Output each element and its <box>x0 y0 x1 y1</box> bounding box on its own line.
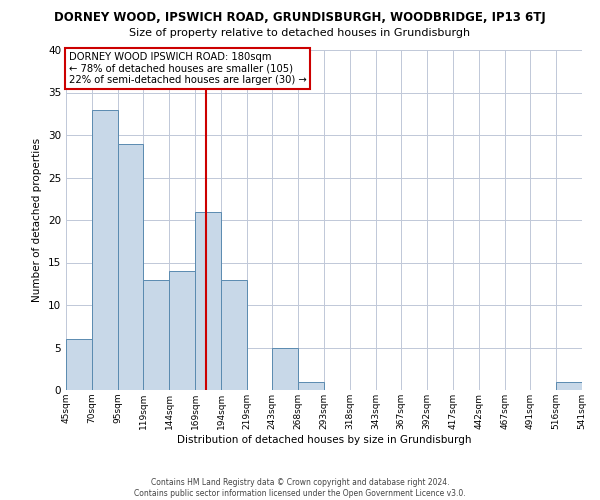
Bar <box>221 280 247 390</box>
Bar <box>118 144 143 390</box>
Bar <box>66 339 92 390</box>
Bar <box>195 212 221 390</box>
Bar <box>92 110 118 390</box>
Bar <box>272 348 298 390</box>
Bar <box>143 280 169 390</box>
Bar <box>556 382 582 390</box>
X-axis label: Distribution of detached houses by size in Grundisburgh: Distribution of detached houses by size … <box>177 434 471 444</box>
Text: Size of property relative to detached houses in Grundisburgh: Size of property relative to detached ho… <box>130 28 470 38</box>
Text: Contains HM Land Registry data © Crown copyright and database right 2024.
Contai: Contains HM Land Registry data © Crown c… <box>134 478 466 498</box>
Bar <box>169 271 195 390</box>
Y-axis label: Number of detached properties: Number of detached properties <box>32 138 43 302</box>
Bar <box>298 382 324 390</box>
Text: DORNEY WOOD IPSWICH ROAD: 180sqm
← 78% of detached houses are smaller (105)
22% : DORNEY WOOD IPSWICH ROAD: 180sqm ← 78% o… <box>68 52 307 85</box>
Text: DORNEY WOOD, IPSWICH ROAD, GRUNDISBURGH, WOODBRIDGE, IP13 6TJ: DORNEY WOOD, IPSWICH ROAD, GRUNDISBURGH,… <box>54 11 546 24</box>
